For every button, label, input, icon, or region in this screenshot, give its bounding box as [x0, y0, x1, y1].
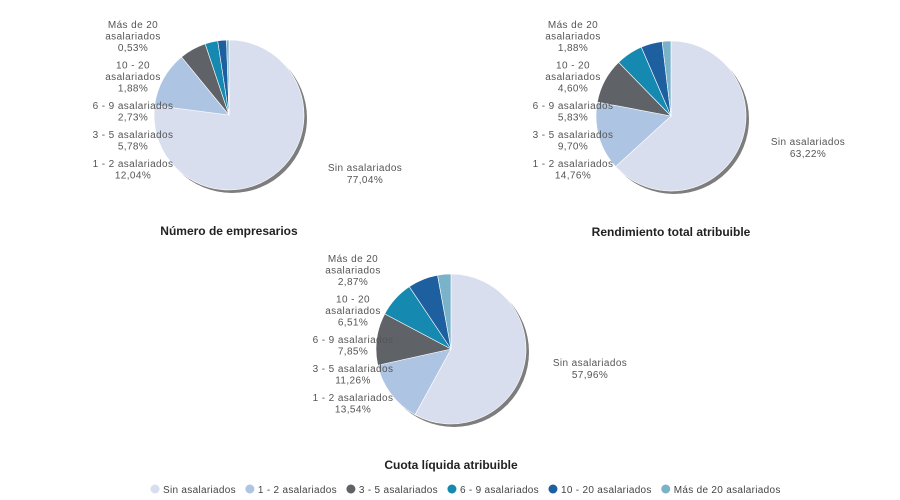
pie-chart-1: Sin asalariados 77,04% Más de 20 asalariado…: [93, 20, 402, 238]
pie-slice[interactable]: [595, 101, 672, 167]
legend-label: Sin asalariados: [163, 485, 236, 496]
legend-item[interactable]: 1 - 2 asalariados: [245, 484, 337, 497]
slice-label: Más de 20 asalariados 1,88%: [545, 20, 601, 54]
slice-label: 6 - 9 asalariados 2,73%: [93, 101, 174, 124]
legend-marker: [548, 484, 558, 494]
legend-item[interactable]: 10 - 20 asalariados: [548, 484, 652, 497]
slice-label: Más de 20 asalariados 2,87%: [325, 254, 381, 288]
pie-slice[interactable]: [377, 348, 452, 416]
slice-label: Sin asalariados 63,22%: [771, 137, 845, 160]
legend-marker: [150, 484, 160, 494]
legend-marker: [346, 484, 356, 494]
chart-title: Cuota líquida atribuible: [384, 458, 518, 472]
slice-label: 1 - 2 asalariados 14,76%: [533, 159, 614, 182]
legend-label: 10 - 20 asalariados: [561, 485, 652, 496]
chart-title: Número de empresarios: [160, 224, 298, 238]
pie-slice[interactable]: [414, 273, 527, 425]
slice-label: 1 - 2 asalariados 13,54%: [313, 393, 394, 416]
legend: Sin asalariados 1 - 2 asalariados 3 - 5 as…: [150, 484, 781, 497]
legend-item[interactable]: 6 - 9 asalariados: [447, 484, 539, 497]
pie-slice[interactable]: [437, 273, 452, 350]
slice-label: 1 - 2 asalariados 12,04%: [93, 159, 174, 182]
pie-slice[interactable]: [226, 39, 230, 116]
legend-label: 6 - 9 asalariados: [460, 485, 539, 496]
pie-slice[interactable]: [661, 40, 672, 117]
legend-label: Más de 20 asalariados: [674, 485, 781, 496]
slice-label: Más de 20 asalariados 0,53%: [105, 20, 161, 54]
slice-label: 3 - 5 asalariados 5,78%: [93, 130, 174, 153]
chart-title: Rendimiento total atribuible: [592, 225, 751, 239]
slice-label: 3 - 5 asalariados 11,26%: [313, 364, 394, 387]
pie-chart-2: Sin asalariados 63,22% Más de 20 asalariado…: [533, 20, 845, 239]
legend-label: 3 - 5 asalariados: [359, 485, 438, 496]
legend-item[interactable]: Más de 20 asalariados: [661, 484, 781, 497]
pie-slice[interactable]: [615, 40, 747, 192]
pie-chart-3: Sin asalariados 57,96% Más de 20 asalariado…: [313, 254, 627, 472]
slice-label: Sin asalariados 57,96%: [553, 358, 627, 381]
slice-label: 10 - 20 asalariados 4,60%: [545, 61, 601, 95]
slice-label: Sin asalariados 77,04%: [328, 163, 402, 186]
legend-marker: [447, 484, 457, 494]
legend-label: 1 - 2 asalariados: [258, 485, 337, 496]
slice-label: 6 - 9 asalariados 7,85%: [313, 335, 394, 358]
legend-marker: [245, 484, 255, 494]
legend-item[interactable]: 3 - 5 asalariados: [346, 484, 438, 497]
slice-label: 10 - 20 asalariados 6,51%: [325, 295, 381, 329]
legend-item[interactable]: Sin asalariados: [150, 484, 236, 497]
slice-label: 6 - 9 asalariados 5,83%: [533, 101, 614, 124]
slice-label: 10 - 20 asalariados 1,88%: [105, 61, 161, 95]
slice-label: 3 - 5 asalariados 9,70%: [533, 130, 614, 153]
legend-marker: [661, 484, 671, 494]
